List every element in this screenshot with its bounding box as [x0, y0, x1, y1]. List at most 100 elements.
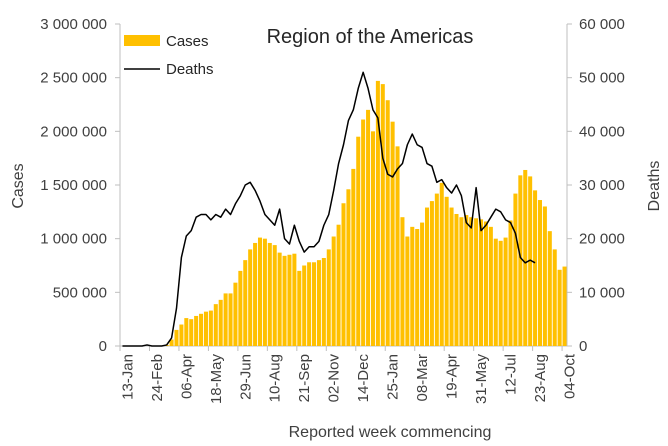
- y-right-tick-label: 30 000: [579, 177, 625, 194]
- y-left-tick-label: 3 000 000: [40, 16, 107, 33]
- x-tick-label: 04-Oct: [561, 353, 578, 399]
- cases-bar: [483, 221, 488, 346]
- cases-bar: [321, 257, 326, 346]
- deaths-line-layer: [122, 71, 536, 347]
- cases-bar: [228, 293, 233, 346]
- cases-bar: [380, 84, 385, 347]
- cases-bar: [208, 310, 213, 346]
- cases-bar: [213, 304, 218, 346]
- cases-bar: [513, 193, 518, 346]
- cases-bar: [464, 215, 469, 346]
- cases-bar: [474, 218, 479, 346]
- x-tick-label: 13-Jan: [119, 354, 136, 400]
- y-left-tick-label: 1 500 000: [40, 177, 107, 194]
- cases-bar: [424, 207, 430, 346]
- cases-bar: [562, 266, 567, 346]
- cases-bar: [518, 175, 523, 346]
- cases-bar: [537, 200, 542, 346]
- cases-bar: [341, 203, 346, 346]
- y-left-tick-label: 0: [99, 338, 107, 355]
- cases-bar: [189, 319, 194, 346]
- cases-bar: [385, 100, 390, 347]
- cases-bar: [233, 282, 238, 346]
- y-right-tick-label: 60 000: [579, 16, 625, 33]
- y-right-tick-label: 40 000: [579, 123, 625, 140]
- x-tick-label: 25-Jan: [385, 354, 402, 400]
- cases-bar: [370, 131, 375, 346]
- legend-deaths-label: Deaths: [166, 61, 214, 78]
- cases-bar: [542, 206, 547, 346]
- legend-cases-label: Cases: [166, 33, 209, 50]
- cases-bar: [238, 270, 243, 346]
- cases-bar: [405, 236, 410, 346]
- x-tick-label: 14-Dec: [355, 354, 372, 403]
- x-tick-label: 31-May: [473, 354, 490, 405]
- cases-bar: [223, 293, 228, 346]
- x-tick-label: 02-Nov: [326, 354, 343, 403]
- cases-bar: [243, 260, 248, 346]
- cases-bar: [400, 217, 405, 346]
- cases-bar: [326, 249, 331, 346]
- cases-bar: [395, 146, 400, 346]
- cases-bar: [297, 270, 302, 346]
- cases-bar: [351, 168, 356, 346]
- y-right-tick-label: 20 000: [579, 231, 625, 248]
- cases-bar: [356, 136, 361, 346]
- cases-bar: [444, 196, 449, 346]
- cases-bar: [346, 189, 351, 346]
- cases-bar: [547, 231, 552, 346]
- y-left-tick-label: 2 500 000: [40, 70, 107, 87]
- cases-bar: [498, 240, 503, 346]
- cases-bar: [415, 229, 420, 346]
- y-right-tick-label: 10 000: [579, 284, 625, 301]
- cases-bar: [272, 245, 277, 346]
- x-tick-label: 19-Apr: [444, 354, 461, 399]
- cases-bar: [557, 269, 562, 346]
- x-tick-label: 29-Jun: [237, 354, 254, 400]
- tick-labels: 0 500 000 1 000 000 1 500 000 2 000 000 2 500…: [40, 16, 625, 404]
- cases-bar: [199, 313, 204, 346]
- cases-bar: [179, 324, 184, 346]
- x-axis-title: Reported week commencing: [289, 424, 492, 441]
- x-tick-label: 23-Aug: [532, 354, 549, 402]
- cases-bar: [267, 242, 272, 346]
- legend: Cases Deaths: [124, 33, 214, 78]
- cases-bar: [361, 119, 366, 346]
- cases-bar: [277, 252, 282, 346]
- cases-bar: [528, 176, 533, 346]
- cases-bar: [488, 226, 493, 346]
- cases-bar: [420, 222, 425, 346]
- x-tick-label: 10-Aug: [267, 354, 284, 402]
- cases-bar: [292, 253, 297, 346]
- x-tick-label: 18-May: [208, 354, 225, 405]
- y-axis-right-title: Deaths: [646, 161, 663, 212]
- cases-bar: [184, 318, 189, 346]
- cases-bar: [454, 213, 459, 346]
- cases-bar: [194, 315, 199, 346]
- cases-bars: [154, 80, 567, 347]
- cases-bar: [508, 220, 513, 346]
- cases-bar: [552, 249, 557, 346]
- cases-bar: [366, 109, 371, 347]
- cases-bar: [203, 311, 208, 346]
- cases-bar: [493, 238, 498, 346]
- cases-bar: [257, 237, 263, 346]
- cases-bar: [307, 262, 312, 346]
- cases-bar: [375, 80, 380, 346]
- cases-bar: [429, 201, 434, 346]
- cases-bar: [523, 169, 528, 346]
- x-tick-label: 06-Apr: [178, 354, 195, 399]
- cases-bar: [218, 299, 223, 346]
- cases-bar: [316, 260, 321, 346]
- cases-bar: [469, 217, 474, 346]
- cases-bar: [262, 238, 267, 346]
- cases-bar: [449, 207, 454, 346]
- cases-bar: [312, 262, 317, 346]
- y-left-tick-label: 500 000: [53, 284, 107, 301]
- cases-bar: [336, 224, 341, 346]
- cases-bar: [331, 236, 336, 346]
- x-tick-label: 21-Sep: [296, 354, 313, 402]
- legend-cases-swatch: [124, 35, 160, 46]
